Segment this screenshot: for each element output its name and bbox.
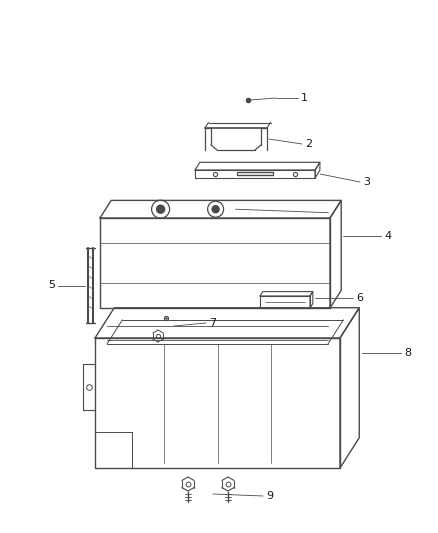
Circle shape (212, 206, 219, 213)
Text: 2: 2 (305, 139, 312, 149)
Text: 8: 8 (404, 348, 411, 358)
Text: 1: 1 (301, 93, 308, 103)
Text: 7: 7 (209, 318, 216, 328)
Text: 6: 6 (356, 293, 363, 303)
Text: 5: 5 (48, 280, 55, 290)
Text: 9: 9 (266, 491, 273, 501)
Text: 3: 3 (363, 177, 370, 187)
Text: 4: 4 (384, 231, 391, 241)
Circle shape (157, 205, 165, 213)
